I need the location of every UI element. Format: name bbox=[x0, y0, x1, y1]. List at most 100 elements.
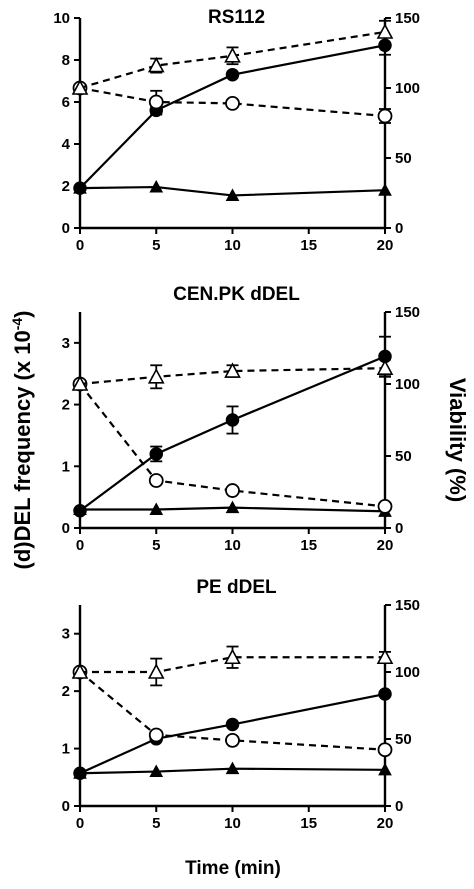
x-tick-label: 5 bbox=[152, 815, 160, 832]
data-point bbox=[225, 483, 240, 498]
right-tick-label: 150 bbox=[395, 10, 420, 27]
right-tick-label: 50 bbox=[395, 731, 412, 748]
series-line bbox=[79, 367, 386, 386]
left-tick-label: 4 bbox=[62, 136, 71, 153]
left-tick-label: 0 bbox=[62, 798, 70, 815]
right-tick-label: 50 bbox=[395, 150, 412, 167]
left-tick-label: 2 bbox=[62, 683, 70, 700]
x-tick-label: 10 bbox=[224, 537, 241, 554]
data-point bbox=[149, 447, 163, 461]
data-point bbox=[225, 761, 240, 775]
y-axis-title-right: Viability (%) bbox=[445, 378, 470, 502]
series-open-triangle bbox=[71, 358, 394, 391]
data-point bbox=[377, 498, 393, 514]
x-tick-label: 10 bbox=[224, 815, 241, 832]
left-tick-label: 1 bbox=[62, 458, 70, 475]
data-point bbox=[378, 183, 392, 196]
data-point bbox=[225, 413, 240, 427]
series-line bbox=[79, 86, 386, 118]
x-axis-title: Time (min) bbox=[185, 858, 281, 879]
data-point bbox=[148, 473, 164, 488]
data-point bbox=[147, 368, 165, 384]
x-tick-label: 5 bbox=[152, 237, 160, 254]
data-point bbox=[149, 180, 164, 193]
series-line bbox=[79, 355, 386, 512]
left-tick-label: 1 bbox=[62, 741, 70, 758]
data-point bbox=[376, 23, 394, 39]
data-point bbox=[377, 742, 393, 758]
left-tick-label: 3 bbox=[62, 335, 70, 352]
data-point bbox=[225, 96, 240, 111]
series-filled-triangle bbox=[73, 500, 392, 517]
series-open-circle bbox=[72, 376, 393, 514]
left-tick-label: 8 bbox=[62, 52, 70, 69]
left-tick-label: 10 bbox=[53, 10, 70, 27]
panel-2: CEN.PK dDEL 0 1 2 3 0 50 100 150 0 5 10 15 20 bbox=[62, 284, 420, 554]
x-tick-label: 5 bbox=[152, 537, 160, 554]
series-open-triangle bbox=[71, 19, 394, 95]
left-tick-label: 6 bbox=[62, 94, 70, 111]
series-line bbox=[79, 671, 386, 751]
series-open-triangle bbox=[71, 645, 394, 687]
x-tick-label: 0 bbox=[76, 237, 84, 254]
right-tick-label: 150 bbox=[395, 304, 420, 321]
y-axis-title-left: (d)DEL frequency (x 10-4) bbox=[9, 311, 35, 570]
left-tick-label: 0 bbox=[62, 220, 70, 237]
series-line bbox=[79, 44, 386, 189]
series-filled-triangle bbox=[73, 180, 392, 201]
left-tick-label: 2 bbox=[62, 178, 70, 195]
series-line bbox=[79, 383, 386, 508]
data-point bbox=[224, 47, 241, 63]
left-tick-label: 3 bbox=[62, 626, 70, 643]
right-tick-label: 100 bbox=[395, 80, 420, 97]
series-line bbox=[79, 30, 386, 90]
data-point bbox=[225, 717, 240, 732]
data-point bbox=[148, 94, 164, 110]
series-line bbox=[80, 506, 386, 513]
x-tick-label: 20 bbox=[377, 237, 394, 254]
x-tick-label: 0 bbox=[76, 815, 84, 832]
right-tick-label: 50 bbox=[395, 448, 412, 465]
right-tick-label: 100 bbox=[395, 376, 420, 393]
series-open-circle bbox=[72, 664, 393, 758]
data-point bbox=[71, 375, 89, 391]
x-tick-label: 15 bbox=[300, 237, 317, 254]
data-point bbox=[377, 108, 393, 124]
data-point bbox=[376, 359, 394, 375]
right-tick-label: 0 bbox=[395, 220, 403, 237]
data-point bbox=[224, 362, 241, 378]
right-tick-label: 100 bbox=[395, 664, 420, 681]
data-point bbox=[378, 687, 392, 701]
left-tick-label: 2 bbox=[62, 397, 70, 414]
right-tick-label: 0 bbox=[395, 798, 403, 815]
data-point bbox=[376, 648, 394, 665]
left-tick-label: 0 bbox=[62, 520, 70, 537]
series-filled-circle bbox=[73, 335, 392, 518]
right-tick-label: 150 bbox=[395, 597, 420, 614]
series-filled-triangle bbox=[73, 761, 392, 779]
data-point bbox=[71, 663, 89, 679]
x-tick-label: 20 bbox=[377, 537, 394, 554]
data-point bbox=[225, 188, 240, 201]
x-tick-label: 15 bbox=[300, 815, 317, 832]
data-point bbox=[73, 766, 87, 779]
data-point bbox=[148, 727, 164, 743]
data-point bbox=[73, 502, 87, 515]
data-point bbox=[147, 663, 165, 679]
data-point bbox=[378, 762, 392, 776]
series-line bbox=[79, 185, 386, 197]
data-point bbox=[73, 181, 87, 194]
x-tick-label: 10 bbox=[224, 237, 241, 254]
series-line bbox=[79, 767, 386, 775]
panel-3: PE dDEL 0 1 2 3 0 50 100 150 0 5 10 15 20 bbox=[62, 577, 420, 832]
data-point bbox=[71, 79, 89, 95]
data-point bbox=[147, 56, 165, 73]
series-line bbox=[79, 692, 386, 775]
panel-title: RS112 bbox=[208, 7, 265, 28]
panel-title: PE dDEL bbox=[196, 577, 277, 598]
series-line bbox=[80, 656, 385, 674]
data-point bbox=[224, 648, 241, 665]
